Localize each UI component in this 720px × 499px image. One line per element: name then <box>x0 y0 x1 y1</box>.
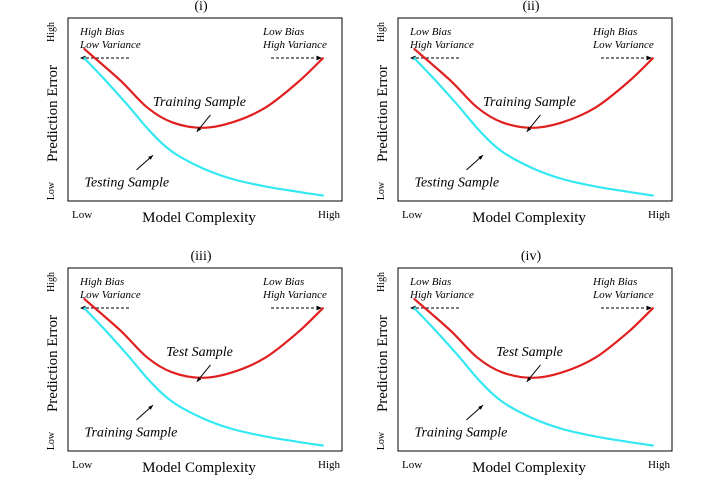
corner-note-right-line1: Low Bias <box>262 276 304 288</box>
annotation-upper-label: Test Sample <box>496 345 563 360</box>
annotation-upper-pointer-head <box>526 377 532 382</box>
x-tick-label-high: High <box>318 459 341 471</box>
corner-note-left-line2: Low Variance <box>79 289 141 301</box>
chart-panel-3: (iii) Prediction Error High Low Low High Model… <box>45 249 343 476</box>
corner-note-left-line2: High Variance <box>409 39 474 51</box>
y-axis-label: Prediction Error <box>45 315 61 412</box>
chart-title: (i) <box>194 0 208 14</box>
y-axis-label: Prediction Error <box>45 65 61 162</box>
annotation-lower-label: Training Sample <box>414 425 507 440</box>
chart-panel-4: (iv) Prediction Error High Low Low High Model … <box>375 249 673 476</box>
plot-frame <box>67 17 343 202</box>
annotation-upper-label: Training Sample <box>153 95 246 110</box>
corner-note-left-line1: Low Bias <box>409 26 451 38</box>
chart-title: (ii) <box>522 0 539 14</box>
annotation-lower-pointer-head <box>478 155 483 160</box>
corner-note-right-line1: Low Bias <box>262 26 304 38</box>
series-line-lower <box>83 57 324 197</box>
annotation-lower-label: Testing Sample <box>84 175 169 190</box>
y-axis-label: Prediction Error <box>375 315 391 412</box>
series-line-lower <box>83 307 324 447</box>
corner-note-right-line2: Low Variance <box>592 289 654 301</box>
y-axis-label: Prediction Error <box>375 65 391 162</box>
x-tick-label-high: High <box>648 459 671 471</box>
y-tick-label-high: High <box>46 22 57 42</box>
corner-note-left-line1: Low Bias <box>409 276 451 288</box>
corner-note-right-line1: High Bias <box>592 26 637 38</box>
annotation-upper-pointer-head <box>526 127 532 132</box>
corner-note-left-line1: High Bias <box>79 26 124 38</box>
right-arrow-head <box>646 305 652 311</box>
right-arrow-head <box>316 55 322 61</box>
chart-panel-1: (i) Prediction Error High Low Low High Model C… <box>45 0 343 226</box>
series-line-upper <box>413 298 654 379</box>
x-axis-label: Model Complexity <box>142 460 256 476</box>
annotation-upper-pointer-head <box>196 377 202 382</box>
y-tick-label-low: Low <box>376 181 387 200</box>
x-axis-label: Model Complexity <box>142 210 256 226</box>
x-axis-label: Model Complexity <box>472 460 586 476</box>
series-line-upper <box>83 298 324 379</box>
x-tick-label-low: Low <box>402 209 422 221</box>
corner-note-left-line1: High Bias <box>79 276 124 288</box>
y-tick-label-low: Low <box>46 431 57 450</box>
chart-title: (iv) <box>521 249 542 264</box>
annotation-upper-label: Training Sample <box>483 95 576 110</box>
annotation-lower-pointer-head <box>478 405 483 410</box>
x-tick-label-high: High <box>318 209 341 221</box>
x-axis-label: Model Complexity <box>472 210 586 226</box>
right-arrow-head <box>646 55 652 61</box>
x-tick-label-low: Low <box>72 459 92 471</box>
annotation-upper-pointer-head <box>196 127 202 132</box>
annotation-lower-label: Testing Sample <box>414 175 499 190</box>
chart-title: (iii) <box>191 249 212 264</box>
corner-note-right-line1: High Bias <box>592 276 637 288</box>
corner-note-left-line2: High Variance <box>409 289 474 301</box>
series-line-lower <box>413 57 654 197</box>
series-line-upper <box>413 48 654 129</box>
x-tick-label-low: Low <box>402 459 422 471</box>
annotation-lower-pointer-head <box>148 155 153 160</box>
x-tick-label-low: Low <box>72 209 92 221</box>
plot-frame <box>397 267 673 452</box>
annotation-lower-pointer-head <box>148 405 153 410</box>
y-tick-label-high: High <box>376 22 387 42</box>
y-tick-label-high: High <box>46 272 57 292</box>
series-line-lower <box>413 307 654 447</box>
corner-note-right-line2: High Variance <box>262 289 327 301</box>
series-line-upper <box>83 48 324 129</box>
right-arrow-head <box>316 305 322 311</box>
plot-frame <box>67 267 343 452</box>
annotation-lower-label: Training Sample <box>84 425 177 440</box>
annotation-upper-label: Test Sample <box>166 345 233 360</box>
x-tick-label-high: High <box>648 209 671 221</box>
y-tick-label-low: Low <box>376 431 387 450</box>
corner-note-right-line2: High Variance <box>262 39 327 51</box>
chart-panel-2: (ii) Prediction Error High Low Low High Model … <box>375 0 673 226</box>
y-tick-label-low: Low <box>46 181 57 200</box>
plot-frame <box>397 17 673 202</box>
corner-note-left-line2: Low Variance <box>79 39 141 51</box>
corner-note-right-line2: Low Variance <box>592 39 654 51</box>
y-tick-label-high: High <box>376 272 387 292</box>
